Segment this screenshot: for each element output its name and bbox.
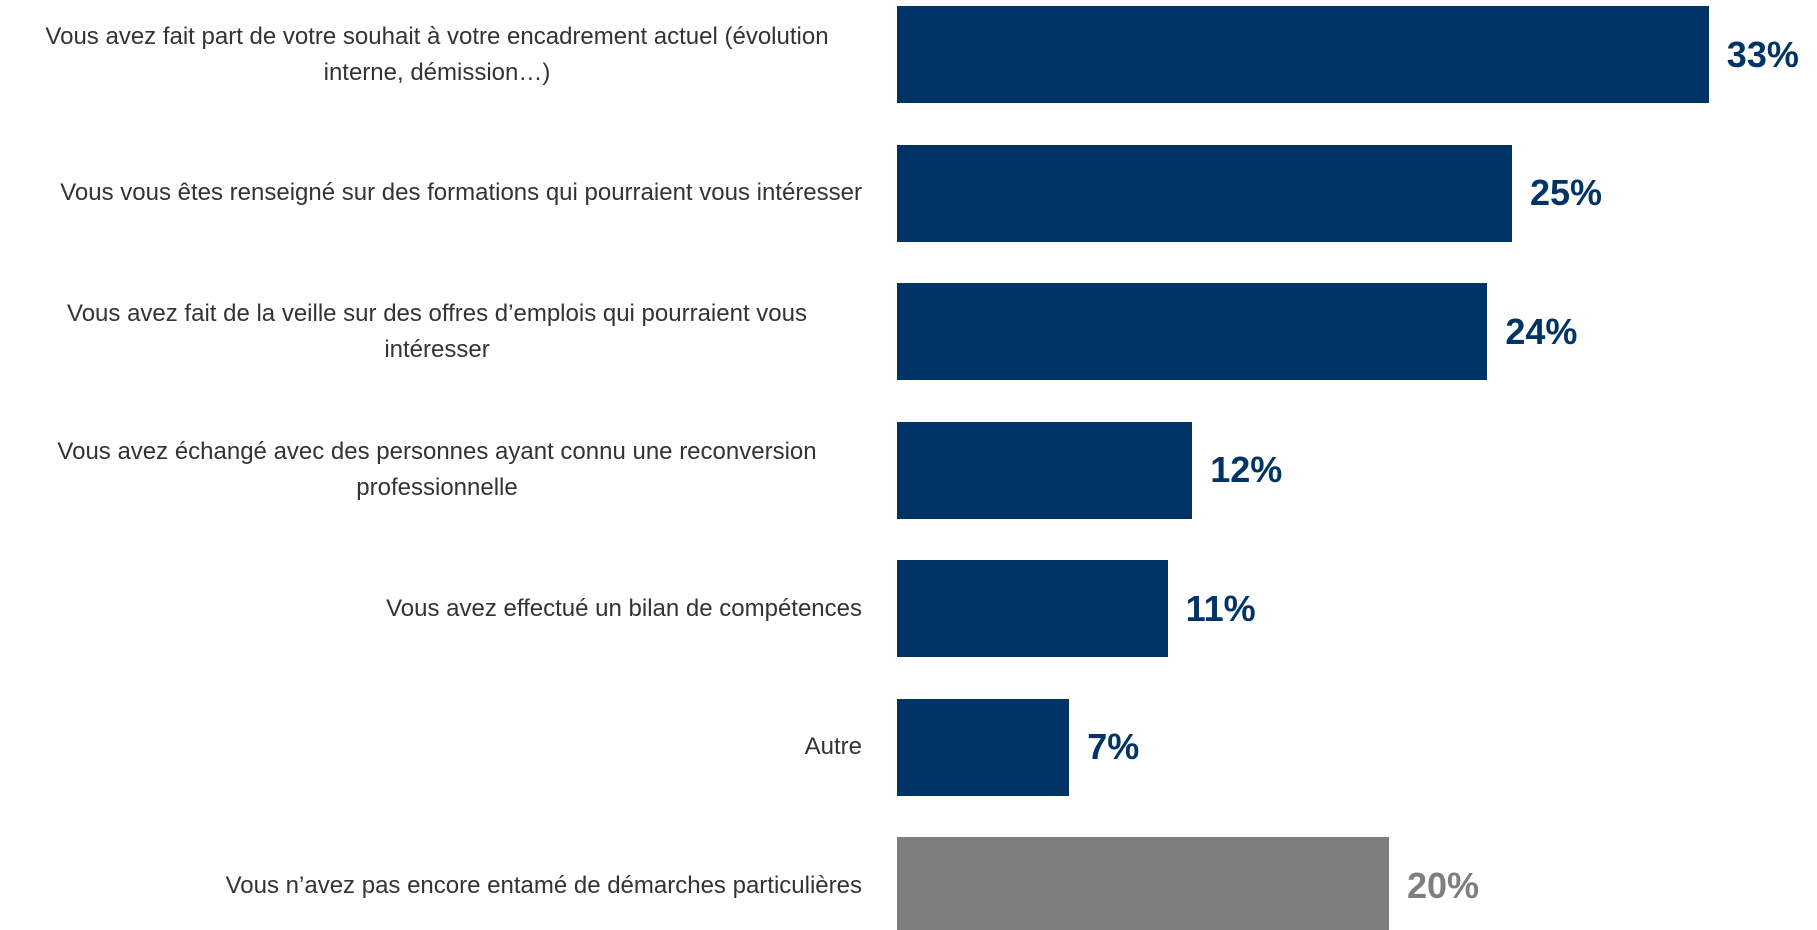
bar [897, 421, 1193, 519]
bar [897, 837, 1389, 930]
category-text: Vous avez fait de la veille sur des offr… [67, 299, 807, 363]
category-text: Vous avez fait part de votre souhait à v… [45, 22, 829, 86]
category-label: Vous avez fait de la veille sur des offr… [0, 283, 862, 380]
value-label: 12% [1210, 449, 1283, 490]
bar [897, 698, 1070, 796]
category-text: Vous avez effectué un bilan de compétenc… [386, 594, 862, 622]
value-label: 7% [1087, 726, 1140, 767]
bar [897, 144, 1512, 242]
category-text: Vous vous êtes renseigné sur des formati… [60, 179, 862, 206]
value-label: 11% [1185, 587, 1256, 629]
category-label: Autre [0, 699, 862, 796]
value-label: 25% [1530, 172, 1603, 213]
category-text: Vous n’avez pas encore entamé de démarch… [225, 871, 862, 899]
category-label: Vous avez échangé avec des personnes aya… [0, 422, 862, 519]
value-label: 20% [1407, 864, 1480, 906]
category-text: Autre [804, 733, 862, 760]
bar [897, 560, 1168, 657]
category-text: Vous avez échangé avec des personnes aya… [57, 438, 817, 501]
value-label: 24% [1505, 310, 1578, 352]
category-label: Vous avez effectué un bilan de compétenc… [0, 560, 862, 657]
value-label: 33% [1726, 33, 1799, 75]
category-label: Vous vous êtes renseigné sur des formati… [0, 145, 862, 242]
bar [897, 283, 1488, 380]
category-label: Vous avez fait part de votre souhait à v… [0, 6, 862, 103]
category-label: Vous n’avez pas encore entamé de démarch… [0, 837, 862, 930]
bar [897, 6, 1709, 103]
